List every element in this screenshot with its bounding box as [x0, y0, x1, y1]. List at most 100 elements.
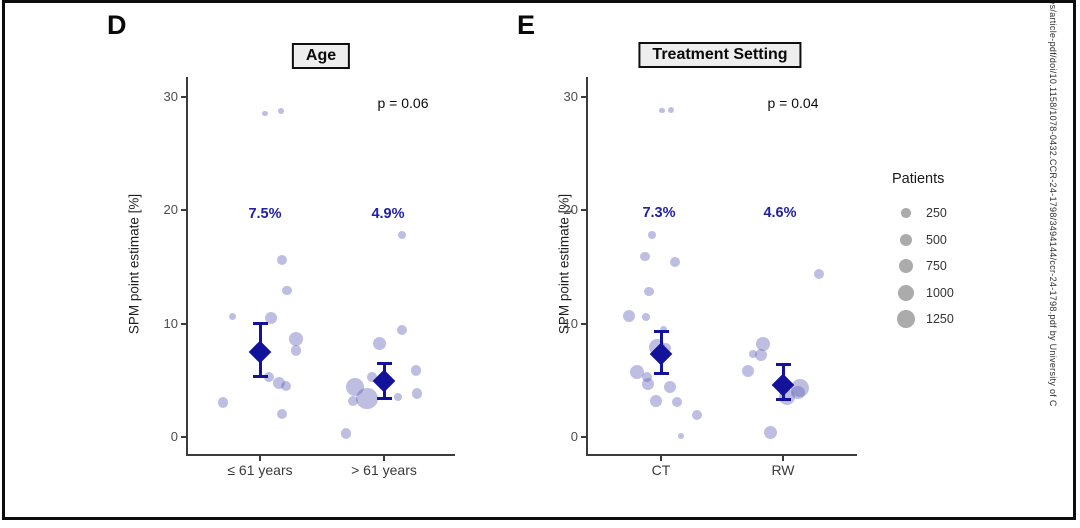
y-axis-line [586, 77, 588, 456]
ci-cap-top [376, 361, 392, 365]
study-bubble [692, 410, 702, 421]
study-bubble [630, 365, 644, 380]
study-bubble [264, 311, 277, 324]
x-axis-category-label: > 61 years [351, 462, 417, 478]
study-bubble [228, 313, 236, 321]
panel-title: Age [291, 43, 351, 69]
ci-cap-bottom [653, 371, 669, 375]
study-bubble [217, 397, 229, 409]
study-bubble [348, 395, 358, 406]
y-axis-tick [181, 95, 186, 98]
study-bubble [659, 107, 665, 113]
study-bubble [394, 393, 402, 402]
study-bubble [277, 409, 287, 420]
y-axis-tick-label: 20 [163, 202, 178, 217]
x-axis-tick [782, 456, 784, 461]
study-bubble [754, 349, 767, 362]
study-bubble [641, 377, 654, 390]
ci-cap-top [653, 329, 669, 333]
study-bubble [667, 107, 675, 114]
study-bubble [642, 371, 652, 382]
study-bubble [672, 396, 682, 407]
study-bubble [277, 254, 287, 265]
study-bubble [397, 325, 407, 336]
y-axis-tick [181, 436, 186, 438]
study-bubble [277, 108, 285, 115]
study-bubble [410, 364, 422, 376]
y-axis-tick-label: 0 [570, 429, 578, 444]
y-axis-tick [581, 95, 586, 98]
x-axis-tick [259, 456, 261, 461]
study-bubble [340, 428, 352, 440]
study-bubble [367, 371, 377, 382]
ci-cap-bottom [775, 398, 791, 402]
estimate-percent-label: 7.3% [642, 205, 676, 221]
study-bubble [649, 394, 662, 407]
estimate-percent-label: 7.5% [248, 206, 282, 222]
study-bubble [663, 381, 676, 394]
x-axis-line [186, 454, 455, 456]
y-axis-tick [581, 209, 586, 211]
study-bubble [659, 325, 667, 333]
study-bubble [398, 230, 406, 239]
x-axis-tick [660, 456, 662, 461]
study-bubble [648, 230, 656, 239]
y-axis-tick-label: 0 [170, 429, 178, 444]
pdf-download-watermark-text: res/article-pdf/doi/10.1158/1078-0432.CC… [1048, 0, 1058, 407]
y-axis-tick-label: 20 [563, 202, 578, 217]
y-axis-tick [581, 436, 586, 438]
panel-letter: D [107, 10, 127, 40]
legend-size-circle [898, 258, 914, 274]
study-bubble [677, 432, 685, 439]
ci-cap-bottom [376, 396, 392, 400]
study-bubble [281, 380, 291, 391]
study-bubble [640, 252, 650, 262]
study-bubble [622, 309, 635, 322]
p-value-label: p = 0.06 [377, 95, 429, 111]
estimate-percent-label: 4.9% [371, 206, 405, 222]
x-axis-line [586, 454, 857, 456]
y-axis-tick [581, 322, 586, 325]
estimate-percent-label: 4.6% [763, 205, 797, 221]
p-value-label: p = 0.04 [767, 95, 819, 111]
x-axis-category-label: ≤ 61 years [227, 462, 293, 478]
study-bubble [814, 268, 824, 279]
study-bubble [356, 387, 378, 410]
legend-title: Patients [892, 171, 945, 187]
study-bubble [644, 287, 654, 297]
y-axis-tick [181, 322, 186, 325]
y-axis-line [186, 77, 188, 456]
x-axis-category-label: RW [771, 462, 795, 478]
study-bubble [373, 337, 387, 351]
study-bubble [411, 388, 423, 400]
legend-size-label: 1250 [926, 312, 954, 326]
ci-cap-top [775, 362, 791, 366]
study-bubble [289, 332, 303, 347]
panel-letter: E [517, 10, 536, 40]
y-axis-tick [181, 209, 186, 211]
y-axis-tick-label: 30 [563, 88, 578, 104]
panel-title: Treatment Setting [638, 42, 802, 68]
legend-size-label: 750 [926, 259, 947, 273]
legend-size-circle [901, 208, 911, 218]
study-bubble [749, 350, 757, 359]
ci-cap-top [252, 322, 268, 325]
study-bubble [764, 425, 778, 439]
y-axis-tick-label: 10 [563, 315, 578, 331]
legend-size-circle [897, 310, 915, 328]
study-bubble [262, 110, 268, 117]
study-bubble [345, 378, 364, 397]
ci-cap-bottom [252, 375, 268, 379]
y-axis-tick-label: 30 [163, 88, 178, 104]
study-bubble [282, 286, 292, 296]
study-bubble [264, 371, 274, 382]
legend-size-circle [899, 233, 913, 247]
study-bubble [642, 312, 650, 321]
legend-size-label: 500 [926, 233, 947, 247]
legend-size-label: 1000 [926, 286, 954, 300]
y-axis-tick-label: 10 [163, 315, 178, 331]
